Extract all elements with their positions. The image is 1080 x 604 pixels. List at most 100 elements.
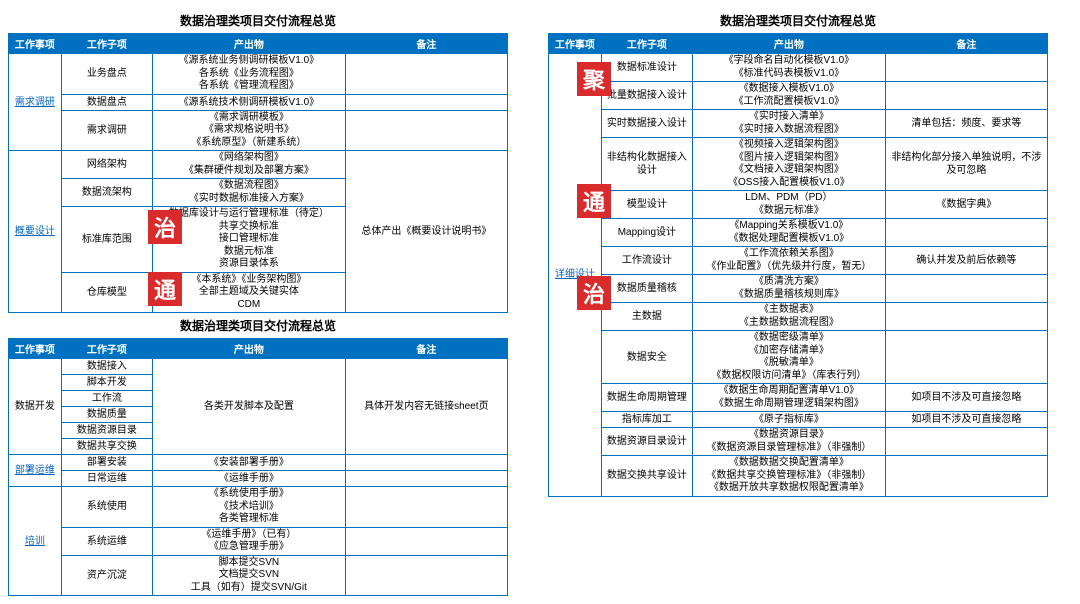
table-row: 模型设计 LDM、PDM（PD） 《数据元标准》 《数据字典》	[549, 191, 1048, 219]
output-line: 各类管理标准	[157, 513, 341, 526]
table3-title: 数据治理类项目交付流程总览	[548, 8, 1048, 33]
table-row: Mapping设计 《Mapping关系模板V1.0》 《数据处理配置模板V1.…	[549, 219, 1048, 247]
output-line: 《需求规格说明书》	[157, 124, 341, 137]
sub-item: 资产沉淀	[61, 555, 152, 596]
badge-tong-2: 通	[577, 184, 611, 218]
output-line: 《实时数据标准接入方案》	[157, 193, 341, 206]
cat-deploy-ops[interactable]: 部署运维	[9, 455, 62, 487]
output-line: 工具（如有）提交SVN/Git	[157, 582, 341, 595]
sub-item: 数据质量	[61, 407, 152, 423]
output-cell: 《运维手册》	[153, 471, 346, 487]
note-cell	[885, 331, 1047, 384]
hdr-output: 产出物	[693, 34, 886, 54]
table-row: 日常运维 《运维手册》	[9, 471, 508, 487]
output-line: 数据库设计与运行管理标准（待定）	[157, 208, 341, 221]
note-cell: 如项目不涉及可直接忽略	[885, 412, 1047, 428]
note-cell: 非结构化部分接入单独说明，不涉及可忽略	[885, 138, 1047, 191]
cat-requirement[interactable]: 需求调研	[9, 54, 62, 151]
output-line: 《系统原型》（新建系统）	[157, 137, 341, 150]
table-row: 数据盘点 《源系统技术侧调研模板V1.0》	[9, 94, 508, 110]
output-line: 《标准代码表模板V1.0》	[697, 68, 881, 81]
table-row: 批量数据接入设计 《数据接入模板V1.0》 《工作流配置模板V1.0》	[549, 82, 1048, 110]
output-line: 《数据开放共享数据权限配置清单》	[697, 482, 881, 495]
output-cell: 《数据密级清单》 《加密存储清单》 《脱敏清单》 《数据权限访问清单》（库表行列…	[693, 331, 886, 384]
sub-item: 数据安全	[601, 331, 692, 384]
output-line: 《集群硬件规划及部署方案》	[157, 165, 341, 178]
output-cell: 《运维手册》（已有） 《应急管理手册》	[153, 527, 346, 555]
sub-item: 系统运维	[61, 527, 152, 555]
output-line: 《源系统业务侧调研模板V1.0》	[157, 55, 341, 68]
table1-title: 数据治理类项目交付流程总览	[8, 8, 508, 33]
sub-item: 脚本开发	[61, 375, 152, 391]
output-cell: 脚本提交SVN 文档提交SVN 工具（如有）提交SVN/Git	[153, 555, 346, 596]
note-cell: 具体开发内容无链接sheet页	[345, 359, 507, 455]
right-column: 数据治理类项目交付流程总览 工作事项 工作子项 产出物 备注 详细设计 数据标准…	[548, 8, 1048, 596]
table-row: 培训 系统使用 《系统使用手册》 《技术培训》 各类管理标准	[9, 487, 508, 528]
table-row: 概要设计 网络架构 《网络架构图》 《集群硬件规划及部署方案》 总体产出《概要设…	[9, 151, 508, 179]
table-row: 指标库加工 《原子指标库》 如项目不涉及可直接忽略	[549, 412, 1048, 428]
hdr-note: 备注	[885, 34, 1047, 54]
table1: 工作事项 工作子项 产出物 备注 需求调研 业务盘点 《源系统业务侧调研模板V1…	[8, 33, 508, 313]
output-line: 《需求调研模板》	[157, 112, 341, 125]
cat-training[interactable]: 培训	[9, 487, 62, 596]
output-line: 《数据生命周期配置清单V1.0》	[697, 385, 881, 398]
output-cell: 各类开发脚本及配置	[153, 359, 346, 455]
output-line: 《作业配置》（优先级并行度，暂无）	[697, 261, 881, 274]
table3-header-row: 工作事项 工作子项 产出物 备注	[549, 34, 1048, 54]
output-line: LDM、PDM（PD）	[697, 192, 881, 205]
note-cell	[885, 456, 1047, 497]
sub-item: 标准库范围	[61, 207, 152, 273]
badge-ju: 聚	[577, 62, 611, 96]
output-line: 接口管理标准	[157, 233, 341, 246]
cat-outline-design[interactable]: 概要设计	[9, 151, 62, 313]
table-row: 主数据 《主数据表》 《主数据数据流程图》	[549, 303, 1048, 331]
output-cell: 《网络架构图》 《集群硬件规划及部署方案》	[153, 151, 346, 179]
output-line: 《数据流程图》	[157, 180, 341, 193]
output-cell: 《Mapping关系模板V1.0》 《数据处理配置模板V1.0》	[693, 219, 886, 247]
sub-item: 需求调研	[61, 110, 152, 151]
table-row: 数据安全 《数据密级清单》 《加密存储清单》 《脱敏清单》 《数据权限访问清单》…	[549, 331, 1048, 384]
output-line: 《数据接入模板V1.0》	[697, 83, 881, 96]
output-line: 《加密存储清单》	[697, 345, 881, 358]
sub-item: 数据接入	[61, 359, 152, 375]
hdr-output: 产出物	[153, 339, 346, 359]
hdr-work-sub: 工作子项	[601, 34, 692, 54]
sub-item: 数据标准设计	[601, 54, 692, 82]
output-line: 《工作流依赖关系图》	[697, 248, 881, 261]
output-line: 《数据资源目录》	[697, 429, 881, 442]
output-line: 《系统使用手册》	[157, 488, 341, 501]
table-row: 实时数据接入设计 《实时接入清单》 《实时接入数据流程图》 清单包括：频度、要求…	[549, 110, 1048, 138]
badge-zhi-2: 治	[577, 276, 611, 310]
note-cell	[885, 54, 1047, 82]
sub-item: 系统使用	[61, 487, 152, 528]
sub-item: 主数据	[601, 303, 692, 331]
cat-data-dev: 数据开发	[9, 359, 62, 455]
output-cell: 《安装部署手册》	[153, 455, 346, 471]
table-row: 需求调研 《需求调研模板》 《需求规格说明书》 《系统原型》（新建系统）	[9, 110, 508, 151]
sub-item: 数据交换共享设计	[601, 456, 692, 497]
output-line: 《数据质量稽核规则库》	[697, 289, 881, 302]
output-cell: LDM、PDM（PD） 《数据元标准》	[693, 191, 886, 219]
cat-detail-design[interactable]: 详细设计	[549, 54, 602, 497]
output-line: 《数据数据交换配置清单》	[697, 457, 881, 470]
note-cell	[345, 110, 507, 151]
table-row: 需求调研 业务盘点 《源系统业务侧调研模板V1.0》 各系统《业务流程图》 各系…	[9, 54, 508, 95]
output-line: CDM	[157, 299, 341, 312]
output-line: 全部主题域及关键实体	[157, 286, 341, 299]
table-row: 数据生命周期管理 《数据生命周期配置清单V1.0》 《数据生命周期管理逻辑架构图…	[549, 384, 1048, 412]
output-line: 《Mapping关系模板V1.0》	[697, 220, 881, 233]
note-cell	[345, 455, 507, 471]
table2-title: 数据治理类项目交付流程总览	[8, 313, 508, 338]
output-cell: 《视频接入逻辑架构图》 《图片接入逻辑架构图》 《文档接入逻辑架构图》 《OSS…	[693, 138, 886, 191]
output-cell: 《源系统技术侧调研模板V1.0》	[153, 94, 346, 110]
output-line: 《视频接入逻辑架构图》	[697, 139, 881, 152]
output-line: 《实时接入数据流程图》	[697, 124, 881, 137]
output-cell: 《数据流程图》 《实时数据标准接入方案》	[153, 179, 346, 207]
hdr-work-item: 工作事项	[9, 339, 62, 359]
output-line: 《OSS接入配置模板V1.0》	[697, 177, 881, 190]
output-cell: 《主数据表》 《主数据数据流程图》	[693, 303, 886, 331]
sub-item: 业务盘点	[61, 54, 152, 95]
note-cell	[885, 219, 1047, 247]
note-cell	[345, 94, 507, 110]
sub-item: 日常运维	[61, 471, 152, 487]
